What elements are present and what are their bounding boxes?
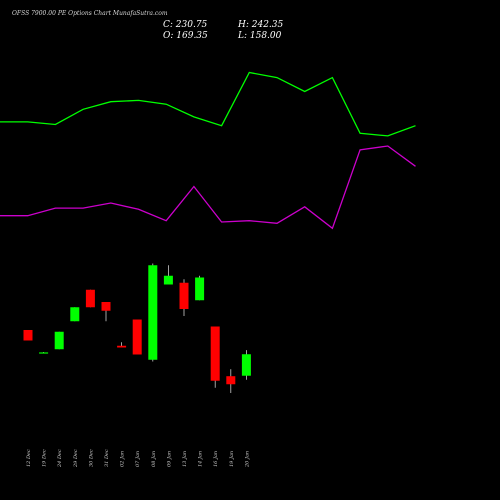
high-value: H: 242.35 [237,20,284,30]
candle [117,342,127,348]
candle [241,350,251,380]
chart-title: OFSS 7900.00 PE Options Chart MunafaSutr… [12,10,168,17]
x-tick-label: 19 Dec [42,449,48,467]
candle-body [54,331,64,350]
candle-body [39,352,49,354]
candles-group [23,263,251,393]
lower-line-series [0,145,416,230]
candle [39,352,49,354]
candle-body [85,289,95,308]
x-tick-label: 07 Jan [135,451,141,467]
candle-body [241,354,251,376]
candle-body [70,307,80,322]
candle [163,265,173,285]
x-tick-label: 31 Dec [104,449,110,467]
close-value: C: 230.75 [163,20,208,30]
candle-body [210,326,220,381]
x-tick-label: 09 Jan [166,451,172,467]
candle-body [148,265,158,360]
candle [70,307,80,322]
x-tick-label: 13 Jan [182,451,188,467]
indicator-lines [0,71,416,230]
candle-body [226,376,236,385]
x-axis-ticks: 12 Dec 19 Dec 24 Dec 29 Dec 30 Dec 31 Dec 02 J… [26,449,250,468]
candle-body [195,277,205,301]
candle-body [163,275,173,285]
x-tick-label: 08 Jan [151,451,157,467]
candle [226,369,236,393]
x-tick-label: 20 Jan [244,451,250,468]
candle [54,331,64,350]
candle [195,275,205,301]
candle [132,319,142,355]
x-tick-label: 02 Jan [120,451,126,467]
open-value: O: 169.35 [163,31,208,41]
candle [85,289,95,308]
x-tick-label: 30 Dec [88,449,94,467]
candle [148,263,158,362]
candle [179,279,189,316]
candle-body [23,330,33,341]
candle-body [117,345,127,348]
candle-body [101,302,111,311]
x-tick-label: 29 Dec [73,449,79,468]
low-value: L: 158.00 [237,31,282,41]
x-tick-label: 16 Jan [213,451,219,467]
candle-body [179,282,189,309]
x-tick-label: 14 Jan [198,451,204,467]
candle [23,330,33,341]
candle-body [132,319,142,355]
candle [210,326,220,388]
x-tick-label: 19 Jan [229,451,235,467]
upper-line-series [0,71,416,137]
x-tick-label: 12 Dec [26,449,32,467]
candle [101,302,111,322]
x-tick-label: 24 Dec [57,449,63,468]
